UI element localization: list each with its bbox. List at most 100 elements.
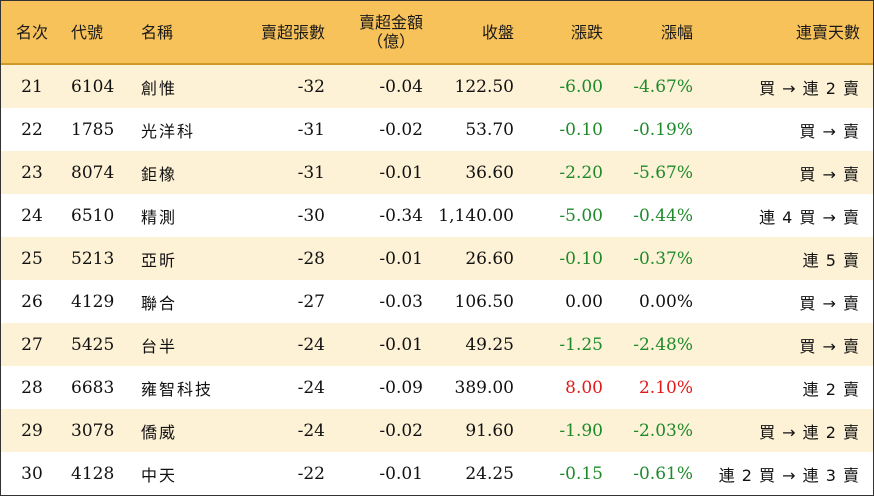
cell-change-pct: -0.19% — [633, 108, 693, 151]
cell-close: 122.50 — [455, 65, 514, 108]
cell-close-text: 91.60 — [465, 420, 514, 441]
cell-name: 創惟 — [141, 65, 251, 108]
cell-change: -0.10 — [559, 237, 603, 280]
cell-sell-volume-text: -27 — [297, 291, 325, 312]
cell-code-text: 6104 — [71, 76, 115, 97]
cell-name: 雍智科技 — [141, 366, 251, 409]
cell-rank: 21 — [1, 65, 63, 108]
cell-code: 4129 — [71, 280, 131, 323]
cell-sell-volume-text: -24 — [297, 420, 325, 441]
cell-close: 26.60 — [465, 237, 514, 280]
cell-sell-volume-text: -30 — [297, 205, 325, 226]
cell-change-pct-text: -2.48% — [633, 334, 693, 355]
cell-change-pct: -4.67% — [633, 65, 693, 108]
cell-change-pct: -2.03% — [633, 409, 693, 452]
cell-code: 6683 — [71, 366, 131, 409]
cell-close-text: 49.25 — [465, 334, 514, 355]
cell-change-text: -0.15 — [559, 463, 603, 484]
cell-close: 389.00 — [455, 366, 514, 409]
table-row: 29 3078 僑威 -24 -0.02 91.60 -1.90 -2.03% 買 → 連 2 … — [1, 409, 873, 452]
cell-name: 台半 — [141, 323, 251, 366]
cell-sell-volume-text: -31 — [297, 119, 325, 140]
cell-close: 24.25 — [465, 452, 514, 495]
cell-name-text: 光洋科 — [141, 121, 196, 141]
cell-code-text: 6510 — [71, 205, 115, 226]
cell-code-text: 8074 — [71, 162, 115, 183]
cell-close-text: 106.50 — [454, 291, 514, 312]
cell-change-pct-text: -2.03% — [633, 420, 693, 441]
cell-change: -6.00 — [559, 65, 603, 108]
cell-sell-streak: 連 2 賣 — [803, 366, 860, 409]
table-row: 24 6510 精測 -30 -0.34 1,140.00 -5.00 -0.44% 連 4 買… — [1, 194, 873, 237]
cell-change-pct: -0.44% — [633, 194, 693, 237]
cell-sell-streak: 買 → 賣 — [799, 108, 860, 151]
cell-sell-streak-text: 買 → 連 2 賣 — [759, 78, 860, 98]
cell-sell-streak-text: 買 → 連 2 賣 — [759, 422, 860, 442]
cell-change-text: 0.00 — [565, 291, 603, 312]
cell-close: 49.25 — [465, 323, 514, 366]
cell-sell-streak-text: 連 2 賣 — [802, 379, 860, 399]
cell-change: -0.15 — [559, 452, 603, 495]
cell-sell-amount-text: -0.01 — [379, 162, 423, 183]
cell-sell-volume: -24 — [298, 409, 325, 452]
cell-sell-streak: 連 4 買 → 賣 — [759, 194, 860, 237]
cell-sell-volume-text: -32 — [297, 76, 325, 97]
cell-name-text: 僑威 — [141, 422, 178, 442]
cell-code: 8074 — [71, 151, 131, 194]
cell-change-text: -1.25 — [559, 334, 603, 355]
table-row: 28 6683 雍智科技 -24 -0.09 389.00 8.00 2.10% 連 2 賣 — [1, 366, 873, 409]
cell-change-text: -2.20 — [559, 162, 603, 183]
cell-name: 亞昕 — [141, 237, 251, 280]
cell-close-text: 36.60 — [465, 162, 514, 183]
cell-sell-amount-text: -0.03 — [379, 291, 423, 312]
cell-change-text: -0.10 — [559, 119, 603, 140]
cell-rank: 25 — [1, 237, 63, 280]
cell-name: 精測 — [141, 194, 251, 237]
table-row: 26 4129 聯合 -27 -0.03 106.50 0.00 0.00% 買 → 賣 — [1, 280, 873, 323]
cell-change-pct: -0.61% — [633, 452, 693, 495]
cell-change: -1.90 — [559, 409, 603, 452]
cell-name: 鉅橡 — [141, 151, 251, 194]
cell-close: 1,140.00 — [438, 194, 514, 237]
cell-name-text: 精測 — [141, 207, 178, 227]
table-row: 23 8074 鉅橡 -31 -0.01 36.60 -2.20 -5.67% 買 → 賣 — [1, 151, 873, 194]
cell-sell-amount: -0.01 — [379, 323, 423, 366]
cell-sell-amount-text: -0.01 — [379, 463, 423, 484]
cell-sell-amount-text: -0.09 — [379, 377, 423, 398]
cell-name-text: 亞昕 — [141, 250, 178, 270]
cell-code: 6510 — [71, 194, 131, 237]
cell-sell-streak-text: 買 → 賣 — [799, 164, 860, 184]
cell-close-text: 26.60 — [465, 248, 514, 269]
table-row: 27 5425 台半 -24 -0.01 49.25 -1.25 -2.48% 買 → 賣 — [1, 323, 873, 366]
cell-sell-volume-text: -22 — [297, 463, 325, 484]
cell-sell-streak-text: 連 2 買 → 連 3 賣 — [718, 465, 860, 485]
cell-close-text: 53.70 — [465, 119, 514, 140]
cell-sell-volume: -24 — [298, 323, 325, 366]
cell-rank-text: 22 — [21, 119, 43, 140]
cell-sell-amount: -0.34 — [379, 194, 423, 237]
cell-rank-text: 25 — [21, 248, 43, 269]
cell-rank-text: 26 — [21, 291, 43, 312]
cell-rank-text: 28 — [21, 377, 43, 398]
cell-change: 0.00 — [565, 280, 603, 323]
cell-name: 僑威 — [141, 409, 251, 452]
header-sell-amount-line1: 賣超金額 — [358, 13, 423, 32]
cell-rank-text: 27 — [21, 334, 43, 355]
cell-change-pct-text: -0.44% — [633, 205, 693, 226]
cell-name: 光洋科 — [141, 108, 251, 151]
cell-close-text: 1,140.00 — [438, 205, 514, 226]
cell-sell-streak: 連 5 賣 — [803, 237, 860, 280]
cell-change-pct-text: 2.10% — [638, 377, 693, 398]
cell-change-text: -0.10 — [559, 248, 603, 269]
cell-close: 91.60 — [465, 409, 514, 452]
cell-sell-streak: 買 → 賣 — [799, 280, 860, 323]
cell-sell-volume: -31 — [298, 108, 325, 151]
cell-rank-text: 21 — [21, 76, 43, 97]
cell-sell-volume-text: -24 — [297, 377, 325, 398]
cell-name-text: 台半 — [141, 336, 178, 356]
header-sell-volume: 賣超張數 — [260, 22, 325, 42]
cell-change-pct: 0.00% — [639, 280, 693, 323]
cell-sell-amount-text: -0.02 — [379, 119, 423, 140]
cell-sell-volume: -32 — [298, 65, 325, 108]
cell-code: 3078 — [71, 409, 131, 452]
